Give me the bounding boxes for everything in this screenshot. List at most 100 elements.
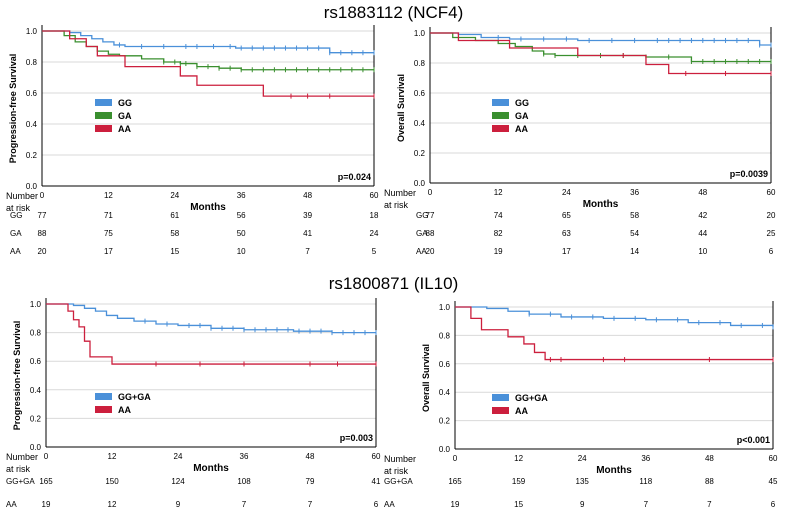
risk-group-label: AA [10,247,21,256]
risk-count: 24 [370,229,379,238]
legend-swatch [95,406,112,413]
risk-count: 42 [698,211,707,220]
legend-swatch [492,407,509,414]
x-tick-label: 36 [641,454,650,463]
p-value: p=0.003 [340,433,373,443]
risk-count: 7 [644,500,649,509]
legend-label: GA [515,111,529,121]
risk-count: 44 [698,229,707,238]
risk-table-heading: at risk [384,466,409,476]
risk-count: 56 [237,211,246,220]
curve-aa [455,306,773,361]
risk-count: 88 [705,477,714,486]
x-tick-label: 36 [630,188,639,197]
curve-ga [42,30,374,71]
legend-swatch [492,125,509,132]
x-axis-label: Months [190,202,226,213]
y-tick-label: 0.4 [414,119,426,128]
risk-count: 7 [242,500,247,509]
y-tick-label: 0.2 [414,149,426,158]
legend-label: AA [515,124,528,134]
x-tick-label: 36 [240,452,249,461]
p-value: p=0.024 [338,172,371,182]
y-tick-label: 1.0 [30,300,42,309]
risk-count: 159 [512,477,526,486]
risk-group-label: AA [416,247,427,256]
x-tick-label: 24 [170,191,179,200]
risk-count: 41 [303,229,312,238]
risk-count: 75 [104,229,113,238]
section-title-il10: rs1800871 (IL10) [328,274,459,293]
x-tick-label: 36 [237,191,246,200]
y-tick-label: 0.8 [439,331,451,340]
legend-label: GG+GA [118,392,151,402]
curve-gg [42,30,374,54]
risk-count: 77 [426,211,435,220]
x-tick-label: 0 [453,454,458,463]
risk-count: 17 [104,247,113,256]
y-tick-label: 0.8 [26,58,38,67]
risk-count: 12 [108,500,117,509]
y-tick-label: 0.2 [30,414,42,423]
y-tick-label: 1.0 [414,29,426,38]
y-axis-label: Progression-free Survival [12,321,22,431]
x-tick-label: 48 [698,188,707,197]
risk-count: 20 [426,247,435,256]
risk-count: 118 [639,477,652,486]
x-tick-label: 0 [44,452,49,461]
risk-count: 39 [303,211,312,220]
risk-count: 50 [237,229,246,238]
risk-count: 7 [707,500,712,509]
risk-count: 15 [170,247,179,256]
x-tick-label: 48 [306,452,315,461]
x-tick-label: 60 [769,454,778,463]
risk-count: 10 [237,247,246,256]
risk-count: 71 [104,211,113,220]
section-title-ncf4: rs1883112 (NCF4) [323,3,464,22]
curve-aa [42,30,374,97]
risk-count: 108 [237,477,251,486]
x-tick-label: 12 [104,191,113,200]
x-tick-label: 12 [108,452,117,461]
risk-count: 20 [767,211,776,220]
risk-count: 88 [426,229,435,238]
y-tick-label: 0.4 [26,120,38,129]
legend-label: GA [118,111,132,121]
y-axis-label: Progression-free Survival [8,54,18,164]
x-tick-label: 24 [562,188,571,197]
legend-label: GG+GA [515,393,548,403]
risk-count: 58 [630,211,639,220]
x-tick-label: 24 [578,454,587,463]
risk-count: 25 [767,229,776,238]
p-value: p=0.0039 [730,169,768,179]
legend-label: GG [118,98,132,108]
x-tick-label: 12 [514,454,523,463]
risk-group-label: GG [416,211,428,220]
risk-group-label: AA [384,500,395,509]
risk-count: 18 [370,211,379,220]
y-tick-label: 0.6 [439,360,451,369]
legend-label: AA [118,124,131,134]
risk-count: 6 [374,500,379,509]
risk-group-label: AA [6,500,17,509]
risk-count: 6 [771,500,776,509]
x-tick-label: 60 [370,191,379,200]
x-tick-label: 60 [767,188,776,197]
x-tick-label: 12 [494,188,503,197]
y-tick-label: 0.2 [26,151,38,160]
risk-count: 150 [105,477,119,486]
y-tick-label: 0.6 [30,357,42,366]
y-tick-label: 0.2 [439,417,451,426]
risk-count: 6 [769,247,774,256]
y-tick-label: 0.0 [26,182,38,191]
x-tick-label: 0 [428,188,433,197]
risk-count: 82 [494,229,503,238]
risk-count: 165 [448,477,462,486]
risk-count: 17 [562,247,571,256]
legend-label: AA [118,405,131,415]
legend-swatch [95,99,112,106]
risk-count: 7 [305,247,310,256]
